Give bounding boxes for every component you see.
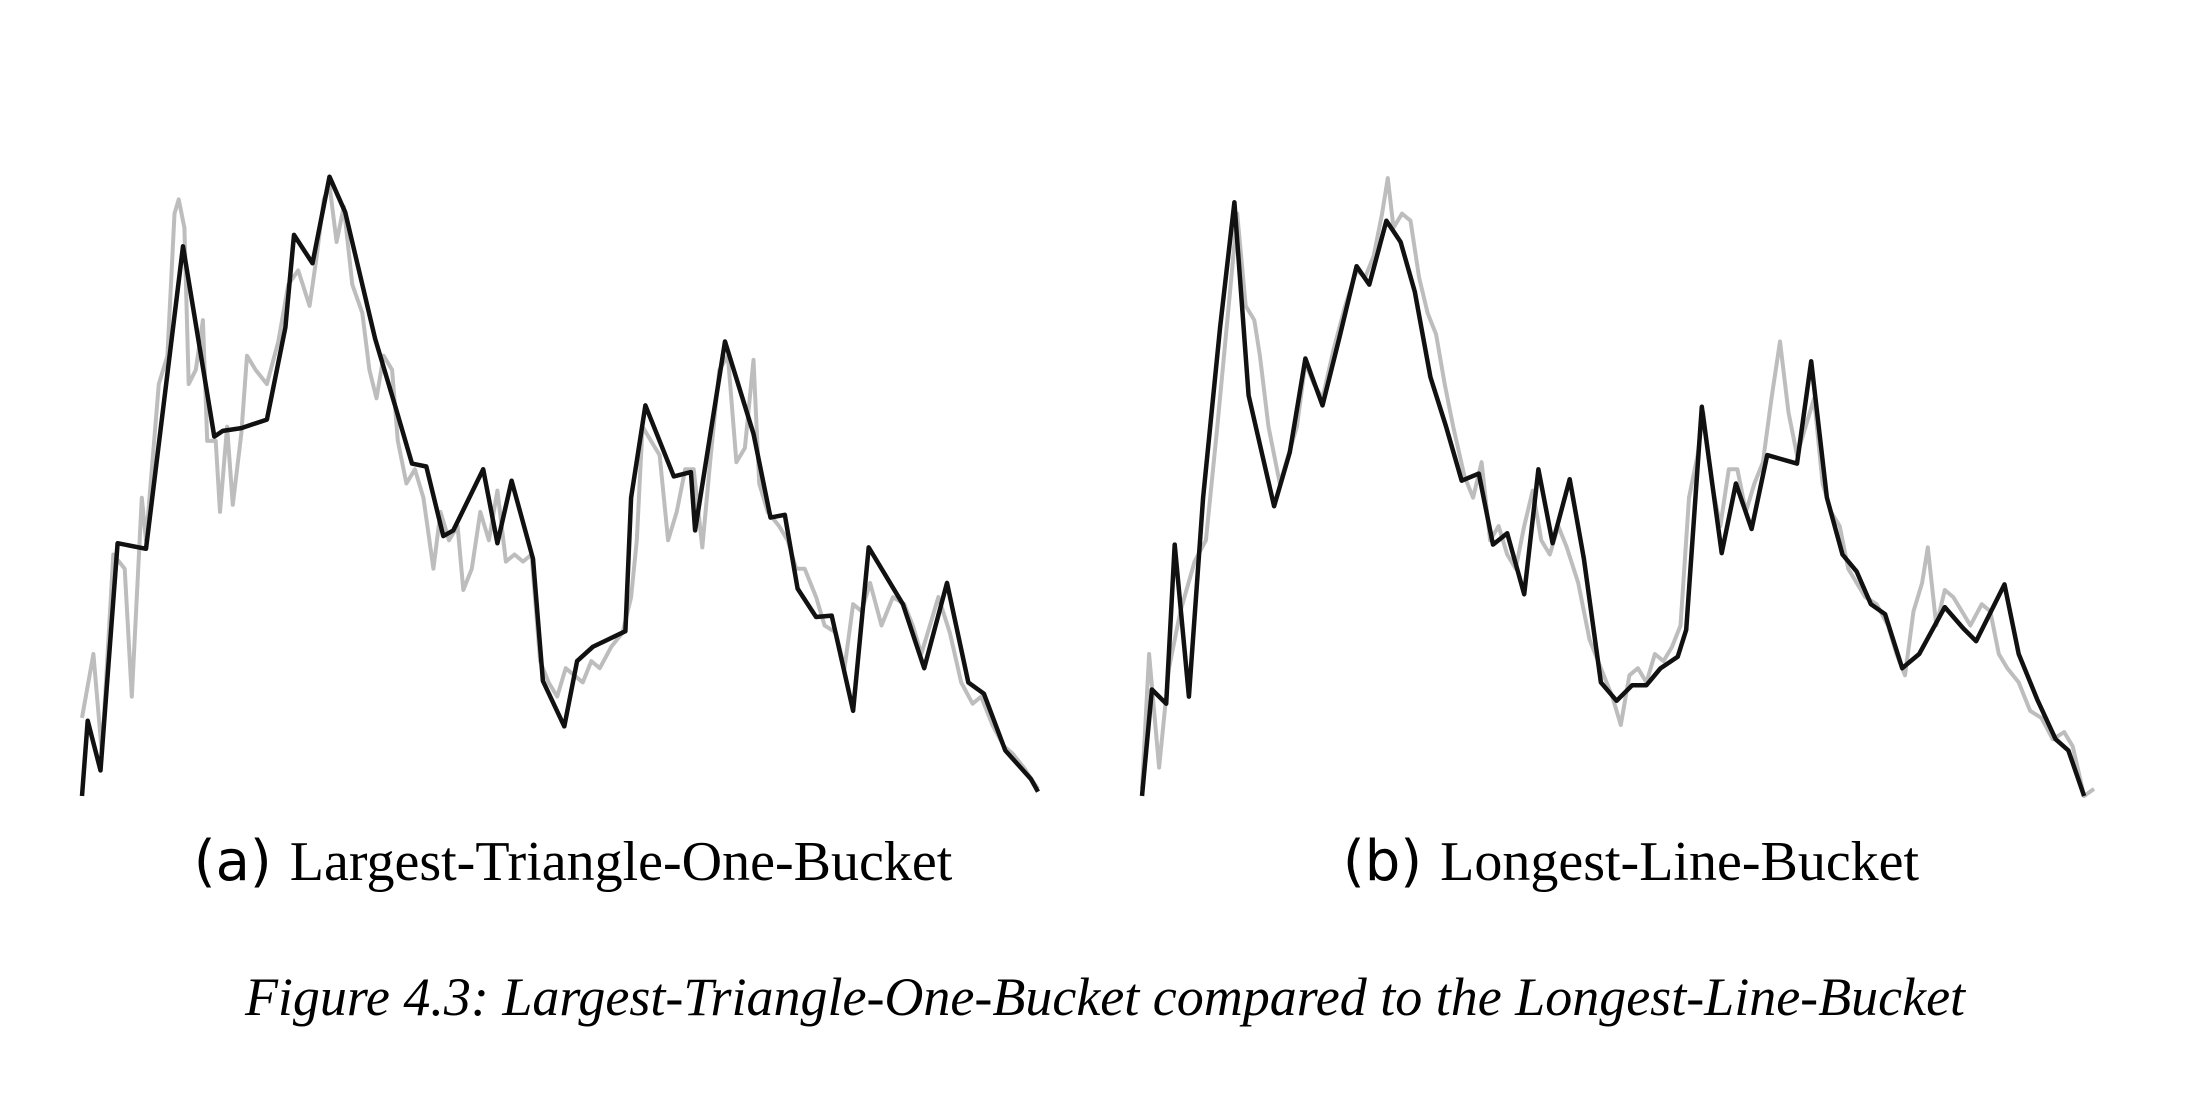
subcaption-title: Largest-Triangle-One-Bucket (290, 831, 953, 893)
figure-caption: Figure 4.3: Largest-Triangle-One-Bucket … (244, 967, 1967, 1027)
subcaption-label: (a) (194, 829, 272, 894)
data-line (80, 183, 1040, 791)
data-line (1139, 200, 2087, 797)
subcaption-label: (b) (1343, 829, 1422, 894)
subcaption: (b) Longest-Line-Bucket (1343, 829, 1920, 894)
data-line (79, 174, 1040, 797)
subcaption: (a) Largest-Triangle-One-Bucket (194, 829, 953, 894)
data-line (1140, 176, 2096, 798)
subcaption-title: Longest-Line-Bucket (1440, 831, 1919, 893)
